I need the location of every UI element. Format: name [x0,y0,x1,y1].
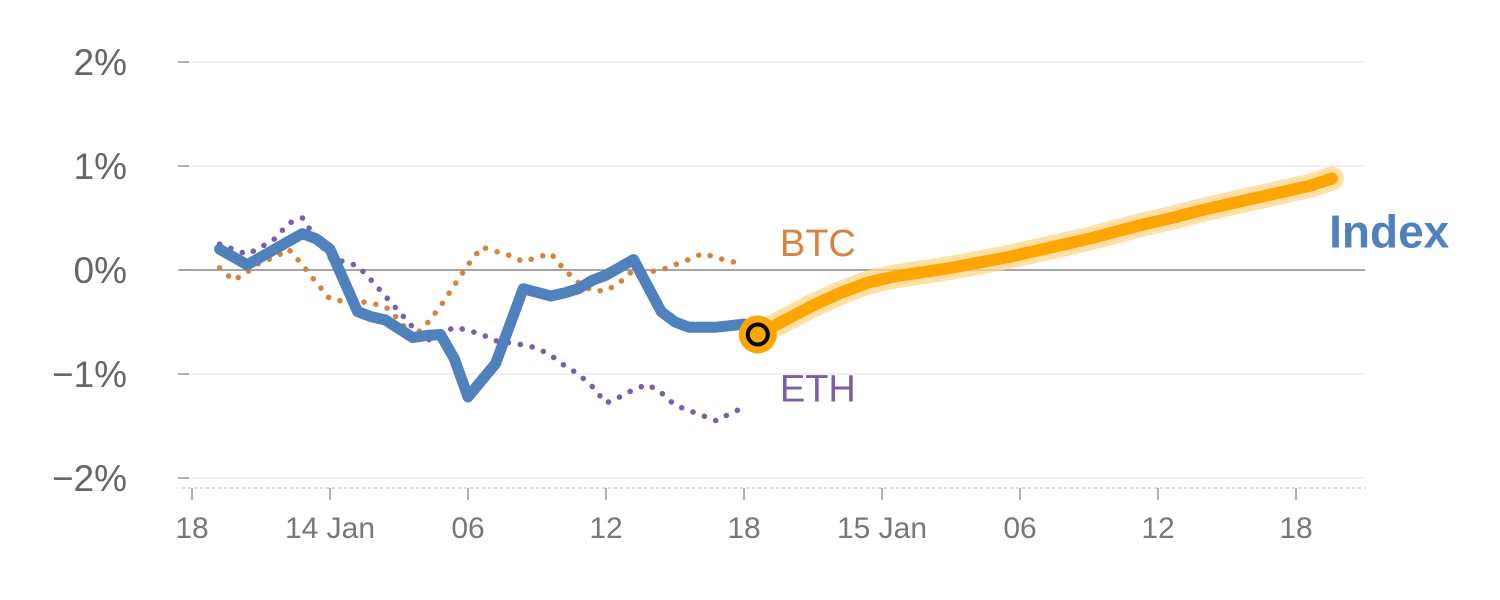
x-tick-label: 15 Jan [837,512,927,545]
y-tick-label: −2% [52,458,127,499]
x-tick-label: 12 [1141,512,1174,545]
series-label-index: Index [1329,206,1450,258]
current-value-marker [745,322,770,347]
y-tick-label: 1% [74,146,127,187]
series-label-btc: BTC [780,223,856,265]
x-tick-label: 06 [451,512,484,545]
axes: 2% 1% 0% −1% −2% 18 14 Jan 06 12 18 15 Jan 06 12 18 [52,42,1365,545]
x-tick-label: 18 [175,512,208,545]
series-label-eth: ETH [780,369,856,411]
series-group [214,166,1344,424]
x-tick-label: 14 Jan [285,512,375,545]
x-tick-label: 18 [1279,512,1312,545]
current-value-marker-ring [738,315,777,354]
series-labels: BTC ETH Index [780,206,1450,411]
x-tick-label: 18 [727,512,760,545]
y-tick-label: 2% [74,42,127,83]
gridlines [180,61,1365,479]
series-line-index-projection [751,172,1338,341]
x-tick-label: 12 [589,512,622,545]
x-tick-label: 06 [1003,512,1036,545]
series-line-btc [216,244,747,341]
y-tick-label: 0% [74,250,127,291]
y-tick-label: −1% [52,354,127,395]
series-line-index [214,228,764,403]
